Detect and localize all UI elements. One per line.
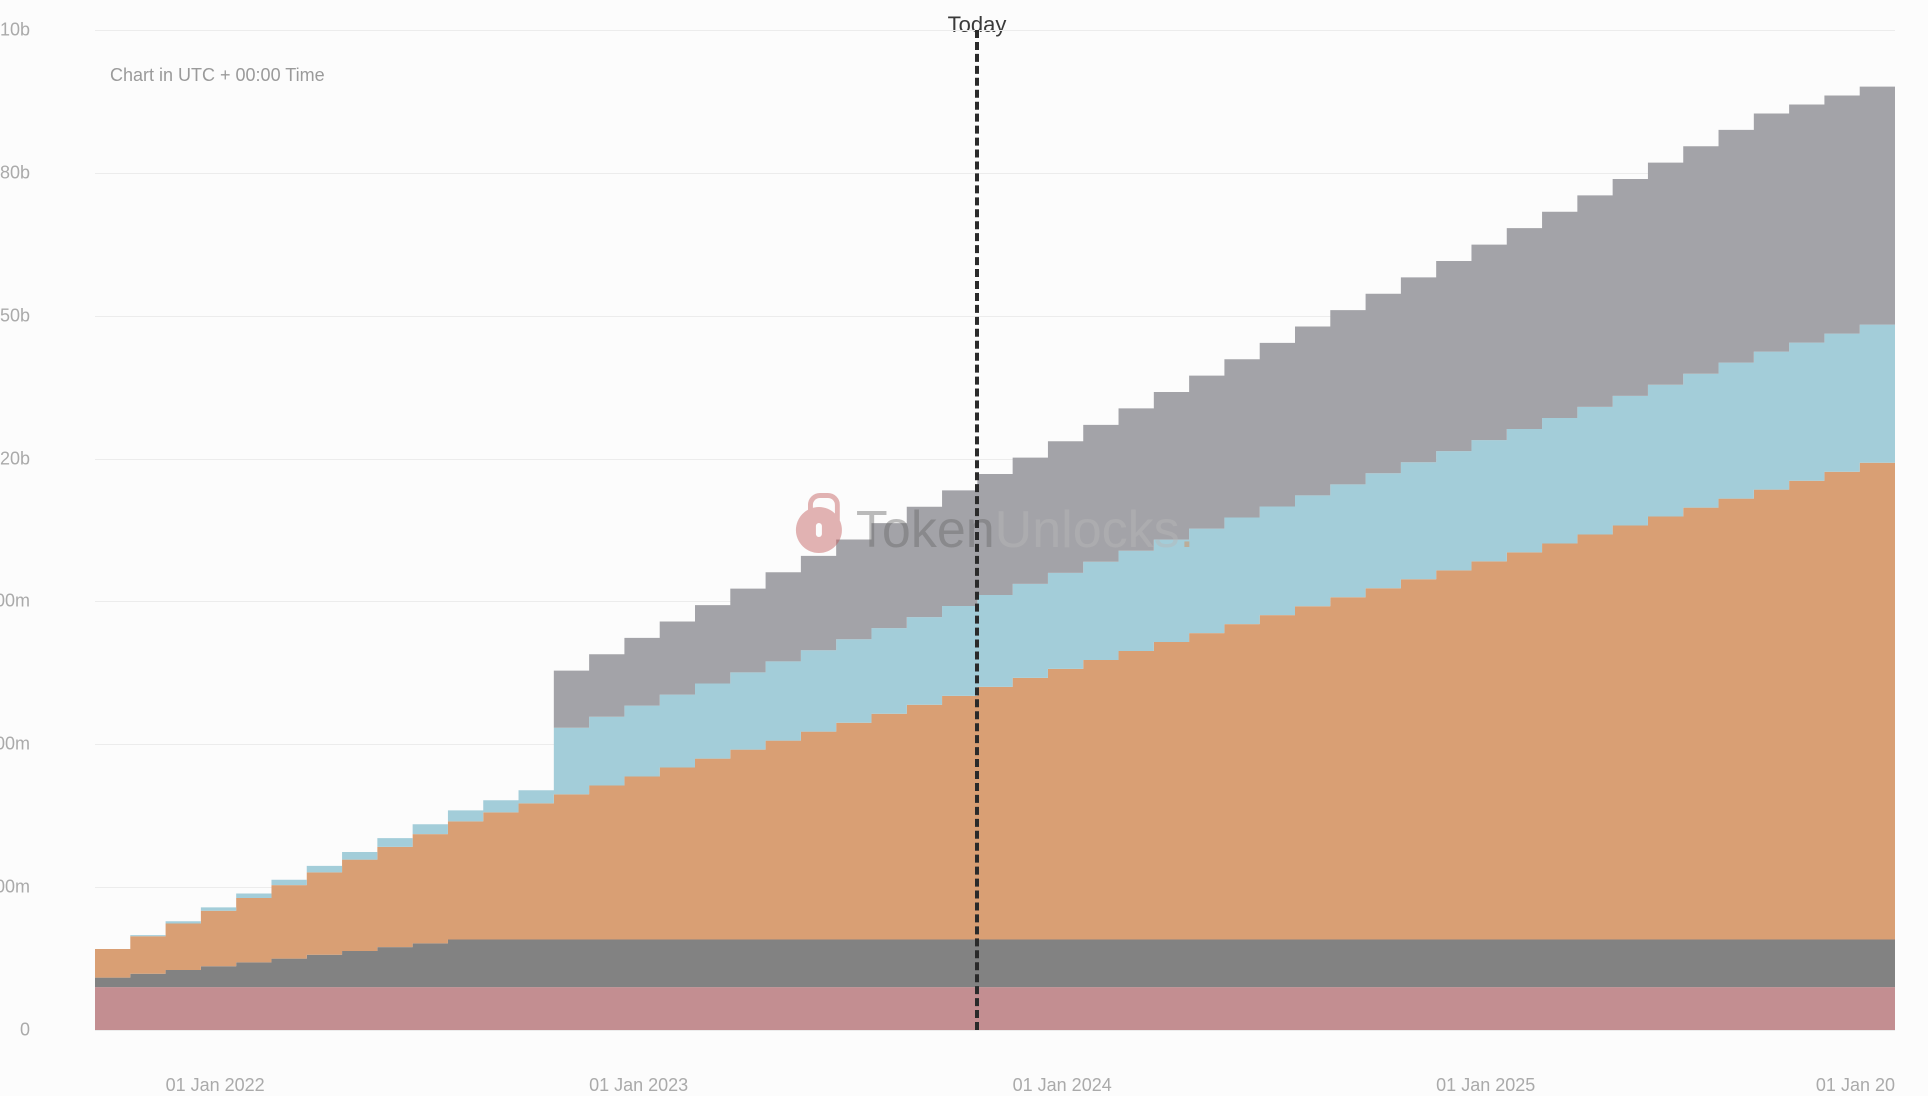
y-axis-label: 1.20b: [0, 448, 30, 469]
x-axis-label: 01 Jan 2024: [1013, 1075, 1112, 1096]
y-axis-label: 2.10b: [0, 20, 30, 41]
x-axis-label: 01 Jan 2023: [589, 1075, 688, 1096]
gridline: [95, 1030, 1895, 1031]
chart-container: Today Chart in UTC + 00:00 Time TokenUnl…: [95, 30, 1895, 1030]
y-axis-label: 1.80b: [0, 162, 30, 183]
x-axis-label: 01 Jan 20: [1816, 1075, 1895, 1096]
y-axis-label: 900m: [0, 591, 30, 612]
series-layer-red: [95, 987, 1895, 1030]
chart-svg: [95, 30, 1895, 1030]
chart-note: Chart in UTC + 00:00 Time: [110, 65, 325, 86]
y-axis-label: 0: [20, 1020, 30, 1041]
x-axis-label: 01 Jan 2025: [1436, 1075, 1535, 1096]
y-axis-label: 600m: [0, 734, 30, 755]
y-axis-label: 1.50b: [0, 305, 30, 326]
today-line: [975, 30, 979, 1030]
plot-area: [95, 30, 1895, 1030]
y-axis-label: 300m: [0, 877, 30, 898]
x-axis-label: 01 Jan 2022: [166, 1075, 265, 1096]
